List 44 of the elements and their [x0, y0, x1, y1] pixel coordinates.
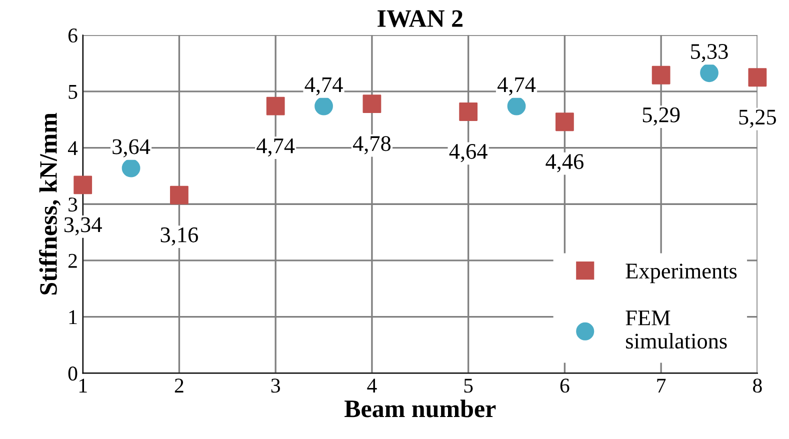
legend-label: Experiments: [626, 264, 737, 284]
point: [170, 186, 188, 204]
point: [748, 68, 767, 87]
x-tick-label: 2: [174, 378, 184, 392]
data-label: 4,46: [546, 154, 584, 172]
data-label: 4,74: [498, 77, 536, 96]
x-tick-label: 8: [753, 378, 762, 393]
point: [700, 64, 718, 82]
point: [507, 96, 526, 116]
chart-title: IWAN 2: [378, 10, 462, 28]
point: [556, 112, 574, 132]
data-label: 3,16: [160, 227, 198, 246]
x-tick-label: 5: [464, 378, 473, 393]
data-label: 4,74: [304, 77, 343, 96]
point: [122, 158, 140, 178]
x-axis-title: Beam number: [344, 400, 496, 418]
x-tick-label: 6: [560, 378, 570, 393]
data-label: 5,33: [691, 44, 728, 62]
point: [459, 102, 478, 121]
point: [74, 176, 92, 194]
y-tick-label: 1: [69, 310, 77, 324]
point: [652, 66, 670, 84]
y-tick-label: 5: [68, 85, 78, 99]
data-label: 4,74: [256, 138, 295, 157]
data-label: 3,64: [112, 139, 150, 158]
point: [362, 94, 382, 114]
x-tick-label: 4: [367, 378, 377, 392]
legend-label: FEM simulations: [626, 310, 727, 349]
data-label: 5,25: [739, 110, 776, 128]
y-tick-label: 2: [68, 254, 77, 268]
point: [266, 96, 285, 116]
x-tick-label: 3: [271, 378, 280, 393]
x-tick-label: 7: [657, 378, 666, 392]
y-tick-label: 6: [68, 28, 78, 43]
point: [314, 96, 333, 116]
data-label: 4,78: [352, 136, 391, 154]
data-label: 4,64: [449, 144, 488, 162]
data-label: 3,34: [64, 217, 102, 236]
data-label: 5,29: [642, 107, 680, 126]
y-axis-title: Stiffness, kN/mm: [39, 112, 61, 294]
y-tick-label: 3: [68, 198, 78, 212]
x-tick-label: 1: [79, 378, 87, 392]
y-tick-label: 0: [68, 366, 78, 381]
y-tick-label: 4: [68, 141, 78, 156]
